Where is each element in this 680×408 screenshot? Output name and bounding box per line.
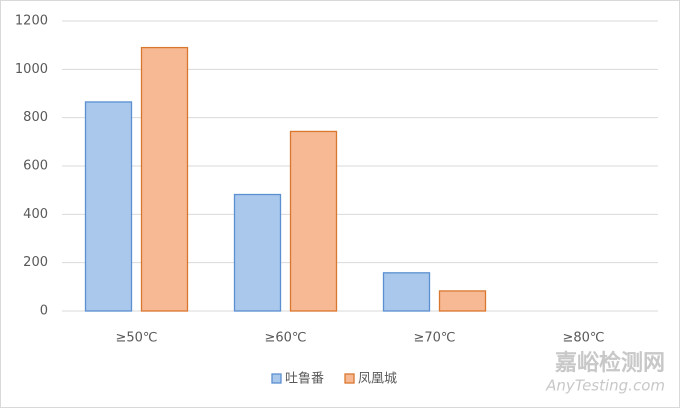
x-tick-label: ≥60℃: [264, 331, 306, 346]
y-tick-label: 800: [23, 110, 48, 125]
bar: [438, 290, 487, 312]
legend-swatch: [344, 373, 355, 384]
legend-label: 吐鲁番: [285, 372, 324, 387]
x-tick-label: ≥80℃: [562, 331, 604, 346]
watermark-subtitle: AnyTesting.com: [545, 377, 665, 395]
x-tick-label: ≥50℃: [115, 331, 157, 346]
y-tick-label: 1200: [15, 14, 48, 29]
bar: [233, 193, 282, 312]
legend-label: 凤凰城: [358, 372, 397, 387]
y-tick-label: 600: [23, 159, 48, 174]
bar: [84, 101, 133, 312]
bar: [140, 46, 189, 312]
y-tick-label: 400: [23, 207, 48, 222]
legend-swatch: [271, 373, 282, 384]
watermark-title: 嘉峪检测网: [555, 350, 665, 376]
bar: [382, 272, 431, 312]
y-tick-label: 0: [40, 304, 48, 319]
bar: [289, 130, 338, 312]
x-tick-label: ≥70℃: [413, 331, 455, 346]
y-tick-label: 200: [23, 255, 48, 270]
y-tick-label: 1000: [15, 62, 48, 77]
